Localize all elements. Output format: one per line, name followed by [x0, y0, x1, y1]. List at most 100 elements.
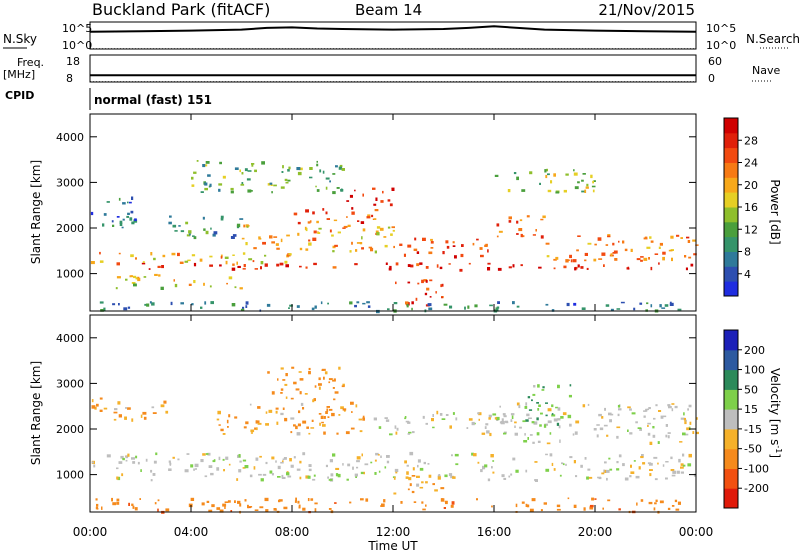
velocity-cell	[228, 463, 231, 466]
power-cell	[693, 253, 697, 256]
power-cell	[542, 215, 546, 219]
velocity-cell	[411, 475, 416, 477]
velocity-cell	[333, 378, 336, 382]
velocity-cell	[125, 455, 129, 459]
velocity-cell	[244, 499, 247, 502]
power-cell	[335, 165, 338, 168]
velocity-cell	[569, 456, 573, 459]
velocity-cell	[93, 464, 96, 468]
power-cell	[399, 243, 403, 246]
velocity-cell	[589, 504, 594, 508]
power-cell	[497, 301, 500, 304]
power-cell	[247, 170, 252, 172]
velocity-cell	[440, 487, 445, 490]
power-cell	[205, 230, 209, 235]
velocity-cell	[444, 474, 448, 478]
velocity-cell	[169, 463, 172, 465]
velocity-cell	[160, 404, 165, 408]
velocity-cell	[419, 486, 424, 489]
velocity-cell	[551, 404, 554, 408]
velocity-cell	[501, 418, 504, 422]
velocity-cell	[512, 457, 516, 461]
velocity-cell	[422, 415, 425, 419]
power-cell	[129, 217, 133, 221]
power-cell	[407, 281, 411, 284]
velocity-cell	[604, 469, 607, 473]
power-cell	[489, 304, 493, 307]
power-cell	[357, 220, 360, 222]
power-cell	[422, 237, 426, 241]
power-cell	[379, 227, 384, 231]
velocity-cell	[671, 408, 674, 412]
velocity-cell	[546, 442, 551, 445]
velocity-cell	[680, 417, 685, 420]
power-cell	[598, 258, 603, 260]
power-cell	[555, 256, 559, 260]
velocity-cell	[629, 408, 632, 411]
velocity-cell	[168, 460, 171, 463]
velocity-cell	[254, 509, 259, 511]
power-cell	[266, 303, 271, 307]
velocity-cell	[312, 399, 315, 403]
power-cell	[231, 303, 236, 307]
power-cell	[512, 264, 515, 268]
velocity-cell	[216, 418, 220, 421]
velocity-cell	[253, 466, 256, 470]
power-cell	[367, 214, 371, 217]
velocity-cell	[450, 504, 454, 508]
power-cell	[440, 284, 442, 288]
power-cell	[690, 263, 694, 267]
power-cell	[313, 230, 317, 234]
velocity-cell	[617, 405, 621, 408]
power-cell	[253, 247, 257, 250]
nsky-tick-high: 10^5	[62, 22, 92, 35]
velocity-cell	[310, 427, 315, 429]
velocity-cell	[318, 413, 322, 415]
power-cell	[239, 287, 243, 290]
velocity-cell	[355, 475, 357, 478]
power-cell	[287, 169, 290, 172]
velocity-cell	[245, 421, 249, 425]
velocity-cell	[218, 456, 221, 461]
power-cell	[569, 254, 572, 259]
power-cell	[460, 253, 464, 258]
velocity-cell	[238, 454, 241, 458]
power-cell	[367, 305, 371, 308]
velocity-cell	[304, 393, 308, 395]
power-cell	[116, 276, 121, 279]
power-cell	[627, 267, 630, 270]
power-cell	[445, 240, 449, 244]
power-cell	[123, 307, 128, 311]
velocity-cell	[527, 417, 532, 419]
velocity-cell	[606, 477, 608, 481]
velocity-cell	[265, 461, 268, 465]
power-cell	[281, 171, 284, 173]
velocity-cell	[237, 500, 241, 504]
velocity-cell	[299, 391, 302, 395]
velocity-cell	[532, 393, 536, 396]
velocity-cell	[327, 416, 330, 418]
velocity-cell	[275, 407, 279, 410]
velocity-cell	[313, 398, 316, 402]
velocity-cell	[583, 507, 586, 511]
power-cell	[314, 305, 317, 309]
power-cell	[686, 236, 690, 239]
velocity-cell	[278, 499, 283, 502]
velocity-cell	[421, 481, 424, 484]
power-cell	[553, 258, 557, 261]
power-cell	[581, 179, 584, 182]
colorbar-tick-label: 4	[744, 268, 751, 281]
power-cell	[230, 187, 234, 191]
velocity-cell	[409, 483, 412, 487]
velocity-cell	[655, 499, 658, 502]
velocity-cell	[128, 502, 130, 506]
velocity-cell	[492, 460, 495, 462]
velocity-cell	[305, 475, 310, 479]
velocity-cell	[216, 467, 220, 471]
power-cell	[260, 261, 264, 265]
power-cell	[403, 253, 406, 257]
power-cell	[439, 266, 443, 270]
power-cell	[242, 306, 245, 309]
colorbar-segment	[724, 468, 738, 489]
power-cell	[200, 306, 203, 309]
